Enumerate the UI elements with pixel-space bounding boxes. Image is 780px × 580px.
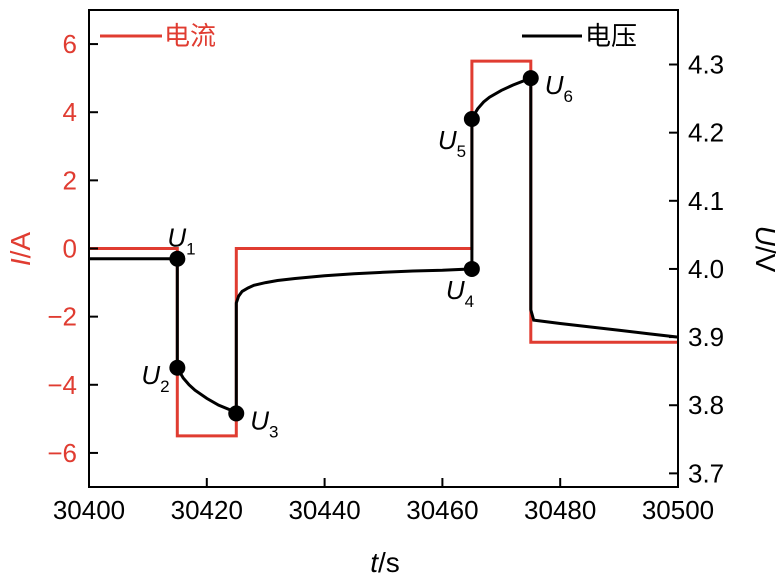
marker-u1 [169, 250, 186, 267]
marker-label-u4: U4 [446, 275, 474, 311]
voltage-series-line [89, 75, 679, 416]
marker-label-u2: U2 [141, 360, 169, 396]
marker-label-u1: U1 [167, 223, 195, 259]
y-right-tick-label: 4.0 [688, 254, 724, 284]
x-tick-label: 30460 [406, 495, 478, 525]
y-left-tick-label: −6 [47, 438, 77, 468]
legend-current-label: 电流 [164, 22, 216, 52]
y-left-tick-label: 2 [63, 165, 77, 195]
x-tick-label: 30440 [288, 495, 360, 525]
y-right-axis-label: U/V [750, 226, 780, 273]
y-right-tick-label: 3.8 [688, 390, 724, 420]
points-layer: U1 U2 U3 U4 U5 U6 [141, 70, 573, 441]
y-left-tick-label: −4 [47, 370, 77, 400]
y-right-tick-label: 3.9 [688, 322, 724, 352]
x-axis-var: t [370, 547, 379, 578]
marker-u6 [522, 70, 539, 87]
y-right-axis-unit: /V [750, 246, 780, 273]
y-left-tick-label: −2 [47, 302, 77, 332]
marker-u3 [228, 405, 245, 422]
marker-u5 [463, 111, 480, 128]
legend-voltage-label: 电压 [585, 22, 637, 52]
y-right-tick-label: 4.3 [688, 50, 724, 80]
x-axis-label: t/s [370, 547, 400, 578]
series-layer [89, 59, 679, 438]
y-right-tick-label: 4.2 [688, 118, 724, 148]
ticks-layer: −6 −4 −2 0 2 4 6 3.7 3.8 3.9 4.0 4.1 4.2 4.3 30400 3042… [47, 29, 724, 525]
marker-label-u3: U3 [250, 405, 278, 441]
x-tick-label: 30480 [524, 495, 596, 525]
y-left-tick-label: 4 [63, 97, 77, 127]
y-left-tick-label: 6 [63, 29, 77, 59]
marker-label-u6: U6 [545, 70, 573, 106]
legend: 电流 电压 [100, 22, 637, 52]
x-tick-label: 30500 [642, 495, 714, 525]
x-tick-label: 30400 [53, 495, 125, 525]
marker-u2 [169, 359, 186, 376]
x-tick-label: 30420 [171, 495, 243, 525]
y-left-axis-unit: /A [5, 232, 36, 259]
y-right-axis-var: U [750, 226, 780, 247]
y-left-axis-var: I [5, 258, 36, 266]
x-axis-unit: /s [378, 547, 400, 578]
marker-u4 [463, 260, 480, 277]
y-left-axis-label: I/A [5, 232, 36, 267]
y-right-tick-label: 3.7 [688, 458, 724, 488]
marker-label-u5: U5 [438, 125, 466, 161]
y-right-tick-label: 4.1 [688, 186, 724, 216]
y-left-tick-label: 0 [63, 234, 77, 264]
